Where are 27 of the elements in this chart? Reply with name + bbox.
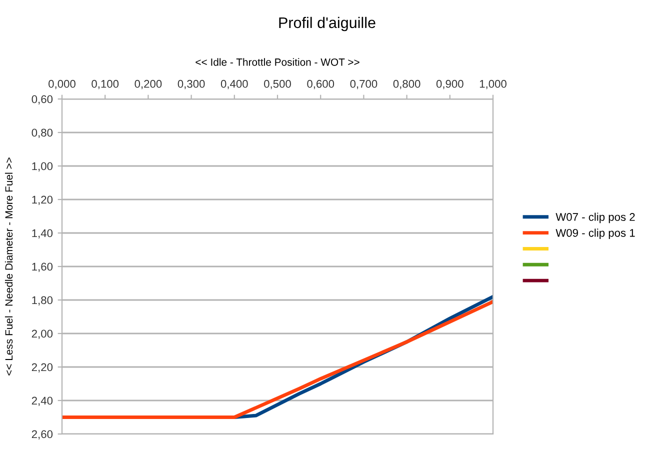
legend-label: W09 - clip pos 1 [556,228,635,240]
y-tick-label: 2,20 [32,363,53,372]
x-tick-label: 0,600 [307,80,334,90]
x-tick-label: 0,400 [220,80,248,90]
y-tick-label: 1,60 [32,262,53,272]
x-tick-label: 0,700 [350,80,378,90]
y-tick-label: 1,20 [32,196,53,205]
x-tick-label: 0,000 [48,80,76,90]
y-tick-label: 0,60 [32,95,53,104]
y-tick-label: 2,40 [32,396,53,406]
y-tick-label: 2,00 [32,330,53,339]
x-tick-label: 0,300 [178,80,205,90]
legend-label: W07 - clip pos 2 [556,212,635,224]
x-axis-title: << Idle - Throttle Position - WOT >> [196,58,360,66]
chart-title: Profil d'aiguille [279,16,376,32]
y-tick-label: 0,80 [32,128,53,138]
x-tick-label: 0,500 [264,80,291,90]
y-tick-label: 1,40 [32,229,53,238]
y-tick-label: 2,60 [32,430,53,440]
x-tick-label: 0,900 [436,80,464,90]
x-tick-label: 1,000 [480,80,506,90]
x-tick-label: 0,800 [393,80,420,90]
y-axis-title: << Less Fuel - Needle Diameter - More Fuel >> [4,158,13,376]
x-tick-label: 0,200 [134,80,162,90]
y-tick-label: 1,00 [32,162,53,172]
y-tick-label: 1,80 [32,296,53,306]
x-tick-label: 0,100 [92,80,119,90]
